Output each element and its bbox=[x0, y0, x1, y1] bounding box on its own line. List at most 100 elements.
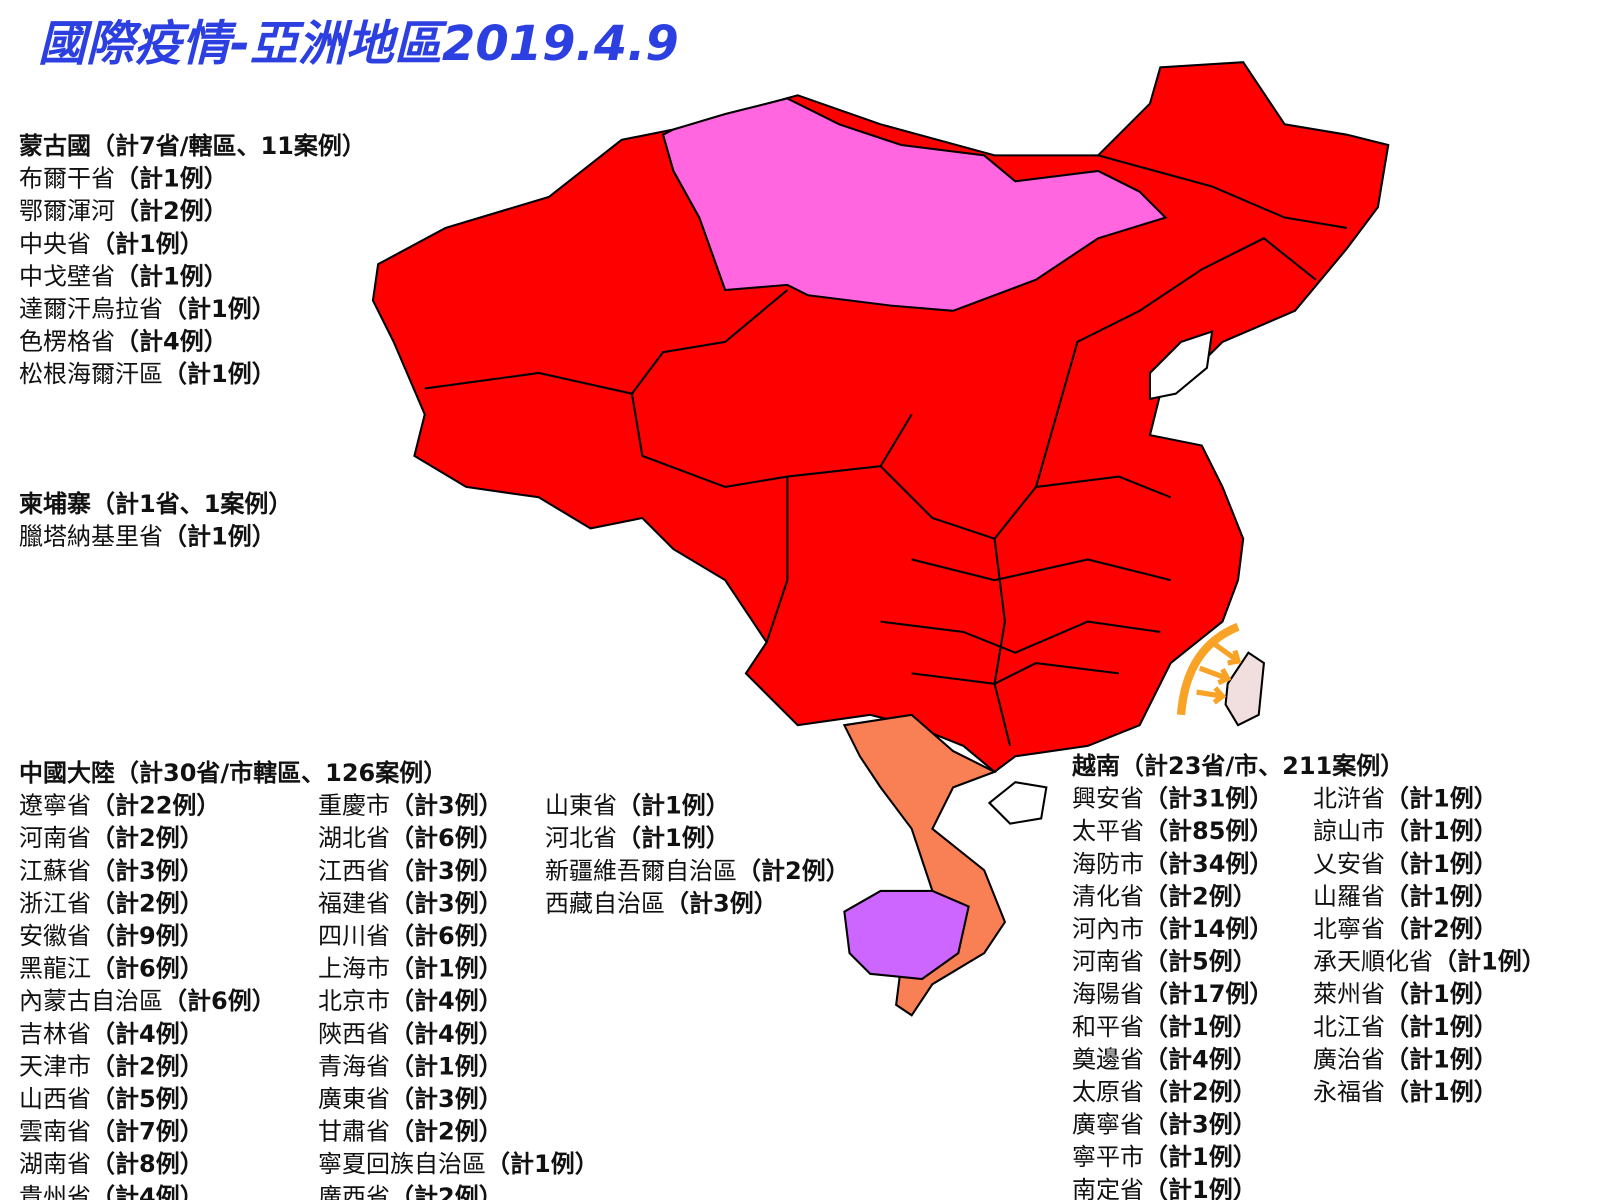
list-item: 太原省（計2例） bbox=[1072, 1078, 1257, 1106]
list-item: 吉林省（計4例） bbox=[19, 1020, 204, 1048]
vietnam-region bbox=[842, 713, 1007, 1017]
title: 國際疫情-亞洲地區2019.4.9 bbox=[38, 16, 679, 72]
case-count: （計1例） bbox=[486, 1150, 599, 1178]
region-name: 貴州省 bbox=[19, 1183, 91, 1200]
region-name: 臘塔納基里省 bbox=[19, 523, 163, 551]
region-name: 西藏自治區 bbox=[545, 889, 665, 917]
case-count: （計1例） bbox=[1385, 850, 1498, 878]
list-item: 山西省（計5例） bbox=[19, 1085, 204, 1113]
map bbox=[371, 61, 1390, 1017]
region-name: 奠邊省 bbox=[1072, 1045, 1144, 1073]
list-item: 色楞格省（計4例） bbox=[19, 328, 228, 356]
list-item: 雲南省（計7例） bbox=[19, 1118, 204, 1146]
region-name: 乂安省 bbox=[1313, 850, 1385, 878]
case-count: （計1例） bbox=[1385, 1078, 1498, 1106]
list-item: 寧夏回族自治區（計1例） bbox=[318, 1150, 599, 1178]
hainan bbox=[987, 781, 1048, 825]
case-count: （計3例） bbox=[390, 889, 503, 917]
region-name: 雲南省 bbox=[19, 1118, 91, 1146]
list-item: 河南省（計5例） bbox=[1072, 948, 1257, 976]
case-count: （計4例） bbox=[390, 1020, 503, 1048]
province-border bbox=[993, 538, 1012, 747]
province-border bbox=[879, 465, 1172, 540]
province-border bbox=[1097, 154, 1347, 229]
case-count: （計1例） bbox=[91, 230, 204, 258]
list-item: 山東省（計1例） bbox=[545, 792, 730, 820]
case-count: （計5例） bbox=[91, 1085, 204, 1113]
region-name: 南定省 bbox=[1072, 1176, 1144, 1200]
list-item: 浙江省（計2例） bbox=[19, 889, 204, 917]
province-border bbox=[911, 558, 1171, 582]
case-count: （計1例） bbox=[1144, 1176, 1257, 1200]
region-name: 河內市 bbox=[1072, 915, 1144, 943]
region-name: 永福省 bbox=[1313, 1078, 1385, 1106]
list-item: 布爾干省（計1例） bbox=[19, 165, 228, 193]
province-border bbox=[911, 661, 1120, 685]
list-item: 南定省（計1例） bbox=[1072, 1176, 1257, 1200]
list-item: 北京市（計4例） bbox=[318, 987, 503, 1015]
list-item: 上海市（計1例） bbox=[318, 955, 503, 983]
cambodia-region bbox=[843, 889, 970, 981]
region-name: 福建省 bbox=[318, 889, 390, 917]
region-name: 廣寧省 bbox=[1072, 1111, 1144, 1139]
list-item: 北江省（計1例） bbox=[1313, 1013, 1498, 1041]
list-item: 安徽省（計9例） bbox=[19, 922, 204, 950]
region-name: 內蒙古自治區 bbox=[19, 987, 163, 1015]
case-count: （計3例） bbox=[665, 889, 778, 917]
province-border bbox=[630, 393, 913, 488]
region-name: 上海市 bbox=[318, 955, 390, 983]
region-name: 廣治省 bbox=[1313, 1045, 1385, 1073]
list-item: 四川省（計6例） bbox=[318, 922, 503, 950]
case-count: （計1例） bbox=[390, 955, 503, 983]
case-count: （計31例） bbox=[1144, 785, 1273, 813]
case-count: （計14例） bbox=[1144, 915, 1273, 943]
list-item: 重慶市（計3例） bbox=[318, 792, 503, 820]
case-count: （計1例） bbox=[1433, 948, 1546, 976]
region-name: 松根海爾汗區 bbox=[19, 360, 163, 388]
case-count: （計1例） bbox=[1385, 1045, 1498, 1073]
arrow-arc bbox=[1176, 622, 1240, 716]
case-count: （計2例） bbox=[737, 857, 850, 885]
case-count: （計85例） bbox=[1144, 817, 1273, 845]
list-item: 甘肅省（計2例） bbox=[318, 1118, 503, 1146]
region-name: 黑龍江 bbox=[19, 955, 91, 983]
province-border bbox=[765, 476, 789, 643]
list-item: 江西省（計3例） bbox=[318, 857, 503, 885]
arrows bbox=[1196, 640, 1242, 705]
list-item: 松根海爾汗區（計1例） bbox=[19, 360, 276, 388]
list-item: 湖南省（計8例） bbox=[19, 1150, 204, 1178]
region-name: 吉林省 bbox=[19, 1020, 91, 1048]
region-name: 安徽省 bbox=[19, 922, 91, 950]
list-item: 諒山市（計1例） bbox=[1313, 817, 1498, 845]
case-count: （計1例） bbox=[1385, 817, 1498, 845]
list-item: 中戈壁省（計1例） bbox=[19, 262, 228, 290]
region-name: 山羅省 bbox=[1313, 882, 1385, 910]
region-name: 海防市 bbox=[1072, 850, 1144, 878]
case-count: （計2例） bbox=[115, 197, 228, 225]
list-item: 萊州省（計1例） bbox=[1313, 980, 1498, 1008]
case-count: （計6例） bbox=[91, 955, 204, 983]
region-name: 青海省 bbox=[318, 1052, 390, 1080]
case-count: （計3例） bbox=[91, 857, 204, 885]
list-item: 臘塔納基里省（計1例） bbox=[19, 523, 276, 551]
case-count: （計3例） bbox=[390, 857, 503, 885]
case-count: （計6例） bbox=[390, 922, 503, 950]
region-name: 江西省 bbox=[318, 857, 390, 885]
list-item: 清化省（計2例） bbox=[1072, 882, 1257, 910]
region-name: 海陽省 bbox=[1072, 980, 1144, 1008]
list-item: 廣東省（計3例） bbox=[318, 1085, 503, 1113]
list-item: 興安省（計31例） bbox=[1072, 785, 1273, 813]
region-name: 和平省 bbox=[1072, 1013, 1144, 1041]
list-item: 中央省（計1例） bbox=[19, 230, 204, 258]
region-name: 寧夏回族自治區 bbox=[318, 1150, 486, 1178]
region-name: 廣西省 bbox=[318, 1183, 390, 1200]
list-item: 天津市（計2例） bbox=[19, 1052, 204, 1080]
region-name: 清化省 bbox=[1072, 882, 1144, 910]
case-count: （計4例） bbox=[390, 987, 503, 1015]
region-name: 廣東省 bbox=[318, 1085, 390, 1113]
list-item: 青海省（計1例） bbox=[318, 1052, 503, 1080]
taiwan bbox=[1224, 651, 1266, 727]
region-name: 陝西省 bbox=[318, 1020, 390, 1048]
region-name: 浙江省 bbox=[19, 889, 91, 917]
